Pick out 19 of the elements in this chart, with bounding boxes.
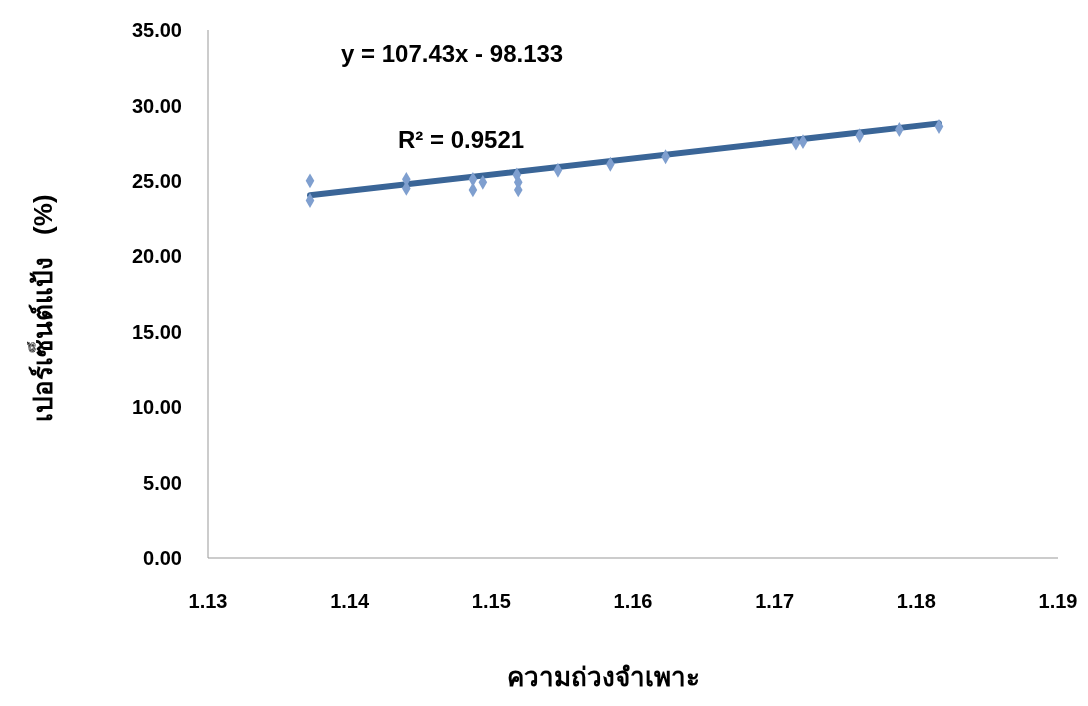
x-tick-label: 1.19	[1038, 590, 1078, 613]
annotation: R² = 0.9521	[398, 126, 525, 154]
y-tick-label: 5.00	[143, 471, 182, 494]
y-tick-label: 15.00	[131, 320, 182, 343]
y-tick-label: 35.00	[131, 19, 182, 42]
y-tick-label: 10.00	[131, 396, 182, 419]
y-tick-label: 20.00	[131, 245, 182, 268]
y-axis-title: เปอร์เซ็นต์แป้ง (%)	[26, 194, 59, 422]
y-tick-label: 25.00	[131, 169, 182, 192]
x-axis-title: ความถ่วงจำเพาะ	[505, 661, 701, 694]
y-tick-label: 30.00	[131, 94, 182, 117]
x-tick-label: 1.16	[613, 590, 653, 613]
x-tick-label: 1.13	[188, 590, 228, 613]
x-tick-label: 1.15	[471, 590, 511, 613]
y-tick-label: 0.00	[143, 547, 182, 570]
x-tick-label: 1.17	[755, 590, 795, 613]
annotation: y = 107.43x - 98.133	[341, 40, 564, 68]
x-tick-label: 1.14	[330, 590, 370, 613]
x-tick-label: 1.18	[896, 590, 936, 613]
